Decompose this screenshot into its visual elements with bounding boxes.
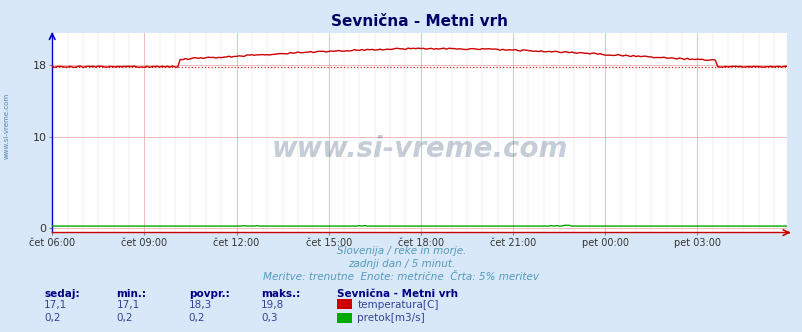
Text: 0,2: 0,2 — [188, 313, 205, 323]
Text: 0,3: 0,3 — [261, 313, 277, 323]
Text: 19,8: 19,8 — [261, 300, 284, 310]
Text: zadnji dan / 5 minut.: zadnji dan / 5 minut. — [347, 259, 455, 269]
Text: www.si-vreme.com: www.si-vreme.com — [3, 93, 10, 159]
Title: Sevnična - Metni vrh: Sevnična - Metni vrh — [330, 14, 508, 29]
Text: temperatura[C]: temperatura[C] — [357, 300, 438, 310]
Text: sedaj:: sedaj: — [44, 289, 79, 299]
Text: 18,3: 18,3 — [188, 300, 212, 310]
Text: 17,1: 17,1 — [116, 300, 140, 310]
Text: min.:: min.: — [116, 289, 146, 299]
Text: 0,2: 0,2 — [44, 313, 61, 323]
Text: 0,2: 0,2 — [116, 313, 133, 323]
Text: Sevnična - Metni vrh: Sevnična - Metni vrh — [337, 289, 458, 299]
Text: Meritve: trenutne  Enote: metrične  Črta: 5% meritev: Meritve: trenutne Enote: metrične Črta: … — [263, 272, 539, 282]
Text: Slovenija / reke in morje.: Slovenija / reke in morje. — [336, 246, 466, 256]
Text: pretok[m3/s]: pretok[m3/s] — [357, 313, 424, 323]
Text: www.si-vreme.com: www.si-vreme.com — [271, 135, 567, 163]
Text: maks.:: maks.: — [261, 289, 300, 299]
Text: povpr.:: povpr.: — [188, 289, 229, 299]
Text: 17,1: 17,1 — [44, 300, 67, 310]
